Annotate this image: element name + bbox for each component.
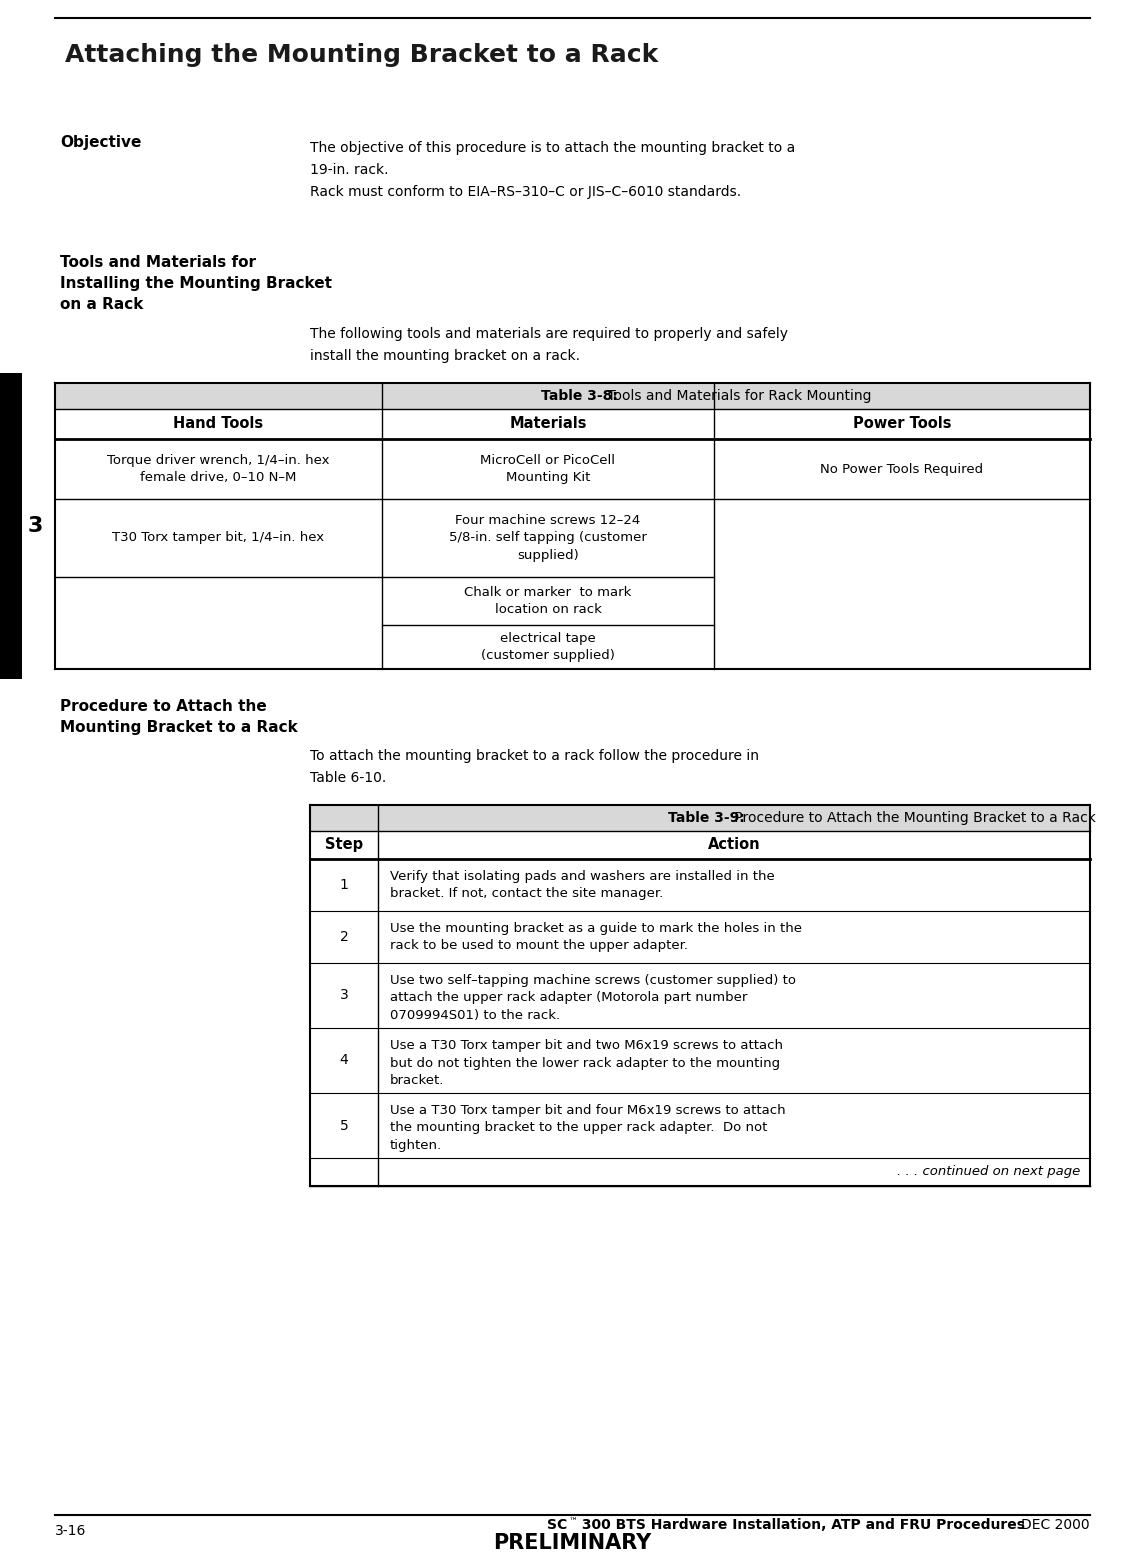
Text: Verify that isolating pads and washers are installed in the
bracket. If not, con: Verify that isolating pads and washers a… [390,870,774,901]
Text: Use a T30 Torx tamper bit and four M6x19 screws to attach
the mounting bracket t: Use a T30 Torx tamper bit and four M6x19… [390,1104,786,1152]
Text: Hand Tools: Hand Tools [174,416,263,432]
Text: Rack must conform to EIA–RS–310–C or JIS–C–6010 standards.: Rack must conform to EIA–RS–310–C or JIS… [310,185,741,199]
Bar [55,439,1090,499]
Text: Table 3-9:: Table 3-9: [668,811,745,825]
Text: No Power Tools Required: No Power Tools Required [820,463,984,475]
Text: Torque driver wrench, 1/4–in. hex
female drive, 0–10 N–M: Torque driver wrench, 1/4–in. hex female… [108,453,329,485]
Text: Tools and Materials for Rack Mounting: Tools and Materials for Rack Mounting [603,388,871,402]
Bar [55,624,1090,669]
Text: The following tools and materials are required to properly and safely: The following tools and materials are re… [310,328,788,342]
Text: MicroCell or PicoCell
Mounting Kit: MicroCell or PicoCell Mounting Kit [480,453,615,485]
Text: 300 BTS Hardware Installation, ATP and FRU Procedures: 300 BTS Hardware Installation, ATP and F… [577,1517,1025,1531]
Text: Use a T30 Torx tamper bit and two M6x19 screws to attach
but do not tighten the : Use a T30 Torx tamper bit and two M6x19 … [390,1039,782,1087]
Text: 3: 3 [27,516,42,536]
Text: Four machine screws 12–24
5/8-in. self tapping (customer
supplied): Four machine screws 12–24 5/8-in. self t… [450,514,648,562]
Bar [55,499,1090,578]
Text: Tools and Materials for: Tools and Materials for [59,255,256,270]
Text: Use the mounting bracket as a guide to mark the holes in the
rack to be used to : Use the mounting bracket as a guide to m… [390,922,802,952]
Text: PRELIMINARY: PRELIMINARY [493,1533,651,1553]
Text: Step: Step [325,837,363,853]
Bar [55,408,1090,439]
Text: on a Rack: on a Rack [59,297,143,312]
Text: 5: 5 [340,1118,349,1132]
Text: 3: 3 [340,989,349,1003]
Bar [310,831,1090,859]
Text: electrical tape
(customer supplied): electrical tape (customer supplied) [482,632,615,662]
Text: Power Tools: Power Tools [852,416,952,432]
Text: Action: Action [708,837,761,853]
Text: T30 Torx tamper bit, 1/4–in. hex: T30 Torx tamper bit, 1/4–in. hex [112,531,325,545]
Text: . . . continued on next page: . . . continued on next page [897,1165,1080,1179]
Text: 3-16: 3-16 [55,1523,87,1537]
Text: Attaching the Mounting Bracket to a Rack: Attaching the Mounting Bracket to a Rack [65,43,658,67]
Text: Objective: Objective [59,135,142,151]
Text: 1: 1 [340,877,349,891]
Text: Use two self–tapping machine screws (customer supplied) to
attach the upper rack: Use two self–tapping machine screws (cus… [390,974,796,1022]
Text: The objective of this procedure is to attach the mounting bracket to a: The objective of this procedure is to at… [310,141,795,155]
Text: ™: ™ [569,1516,578,1525]
Bar [55,384,1090,408]
Text: Table 6-10.: Table 6-10. [310,770,387,784]
Text: Installing the Mounting Bracket: Installing the Mounting Bracket [59,276,332,290]
Text: 19-in. rack.: 19-in. rack. [310,163,389,177]
Text: Procedure to Attach the Mounting Bracket to a Rack: Procedure to Attach the Mounting Bracket… [730,811,1096,825]
Text: 2: 2 [340,930,349,944]
Text: install the mounting bracket on a rack.: install the mounting bracket on a rack. [310,349,580,363]
Text: SC: SC [547,1517,567,1531]
Text: 4: 4 [340,1053,349,1067]
Text: To attach the mounting bracket to a rack follow the procedure in: To attach the mounting bracket to a rack… [310,749,758,763]
Bar [55,578,1090,624]
Text: Mounting Bracket to a Rack: Mounting Bracket to a Rack [59,721,297,735]
Text: Chalk or marker  to mark
location on rack: Chalk or marker to mark location on rack [464,585,631,617]
Bar [310,804,1090,831]
Text: Table 3-8:: Table 3-8: [540,388,618,402]
Text: DEC 2000: DEC 2000 [1022,1517,1090,1531]
Text: Procedure to Attach the: Procedure to Attach the [59,699,267,714]
Bar [0,373,22,679]
Text: Materials: Materials [509,416,587,432]
